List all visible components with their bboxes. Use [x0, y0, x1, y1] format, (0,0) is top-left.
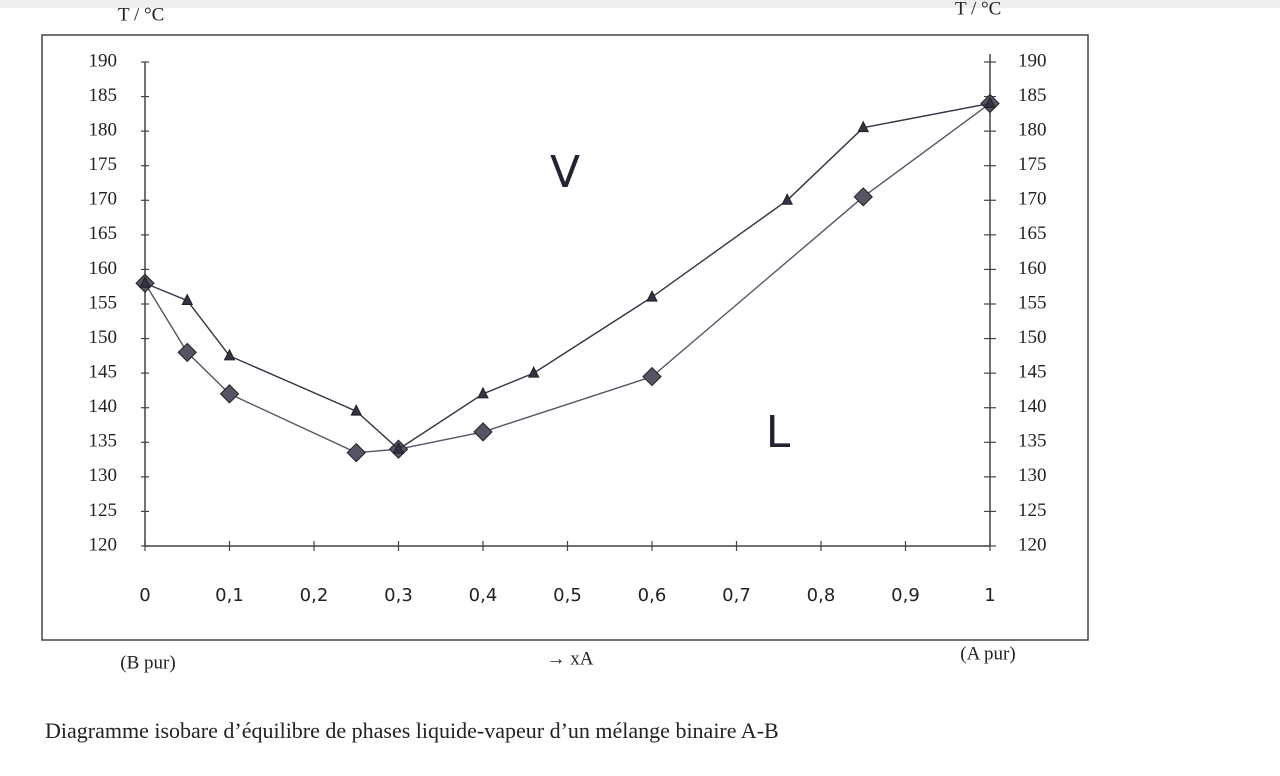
x-label-left: (B pur) [120, 652, 175, 673]
y-tick-label: 165 [89, 223, 118, 244]
y-tick-label: 190 [89, 50, 118, 71]
caption: Diagramme isobare d’équilibre de phases … [45, 718, 779, 743]
vapor-point [781, 193, 794, 205]
y2-tick-label: 130 [1018, 465, 1047, 486]
y2-tick-label: 150 [1018, 327, 1047, 348]
y-tick-label: 150 [89, 327, 118, 348]
y2-tick-label: 185 [1018, 85, 1047, 106]
y-tick-label: 175 [89, 154, 118, 175]
y2-tick-label: 125 [1018, 500, 1047, 521]
vapor-point [527, 366, 540, 378]
liquid-point [642, 366, 662, 387]
x-tick-label: 0,6 [638, 585, 667, 606]
y2-tick-label: 160 [1018, 258, 1047, 279]
y2-axis-label: T / °C [955, 0, 1001, 19]
x-label-right: (A pur) [960, 643, 1015, 664]
vapor-point [857, 120, 870, 133]
frame [41, 34, 1089, 641]
y-tick-label: 180 [89, 120, 118, 141]
y2-tick-label: 180 [1018, 120, 1047, 141]
x-tick-label: 0,4 [469, 585, 498, 606]
x-tick-label: 0,5 [553, 585, 582, 606]
vapor-point [477, 386, 489, 399]
y-tick-label: 120 [89, 534, 118, 555]
y-tick-label: 125 [89, 500, 118, 521]
top-strip [0, 0, 1280, 8]
vapor-point [984, 96, 996, 108]
x-tick-label: 1 [984, 585, 995, 606]
x-tick-label: 0,7 [722, 585, 751, 606]
y-tick-label: 170 [89, 189, 118, 210]
liquid-point [219, 384, 240, 404]
y-axis-label: T / °C [118, 4, 164, 25]
liquid-point [346, 442, 366, 463]
x-tick-label: 0,3 [384, 585, 413, 606]
vapor-point [181, 293, 194, 306]
vapor-point [350, 404, 363, 416]
vapor-point [223, 348, 236, 361]
liquid-point [473, 422, 493, 442]
y2-tick-label: 170 [1018, 189, 1047, 210]
y2-tick-label: 165 [1018, 223, 1047, 244]
y2-tick-label: 155 [1018, 292, 1047, 313]
y-tick-label: 160 [89, 258, 118, 279]
vapor-point [646, 289, 658, 302]
x-tick-label: 0,2 [300, 585, 329, 606]
annotation-liquid: L [766, 407, 791, 458]
liquid-point [177, 342, 197, 363]
y2-tick-label: 175 [1018, 154, 1047, 175]
y-tick-label: 140 [89, 396, 118, 417]
vapor-point [139, 276, 151, 288]
x-axis-label: → xA [547, 648, 594, 669]
y-tick-label: 185 [89, 85, 118, 106]
y2-tick-label: 140 [1018, 396, 1047, 417]
y2-tick-label: 145 [1018, 362, 1047, 383]
x-tick-label: 0 [139, 585, 150, 606]
y-tick-label: 145 [89, 362, 118, 383]
liquid-point [853, 187, 873, 207]
x-tick-label: 0,8 [807, 585, 836, 606]
annotation-vapor: V [550, 147, 580, 198]
y-tick-label: 130 [89, 465, 118, 486]
y-tick-label: 155 [89, 292, 118, 313]
x-tick-label: 0,1 [215, 585, 244, 606]
y2-tick-label: 135 [1018, 431, 1047, 452]
vapor-point [392, 442, 405, 454]
y2-tick-label: 120 [1018, 534, 1047, 555]
y-tick-label: 135 [89, 431, 118, 452]
y2-tick-label: 190 [1018, 50, 1047, 71]
x-tick-label: 0,9 [891, 585, 920, 606]
